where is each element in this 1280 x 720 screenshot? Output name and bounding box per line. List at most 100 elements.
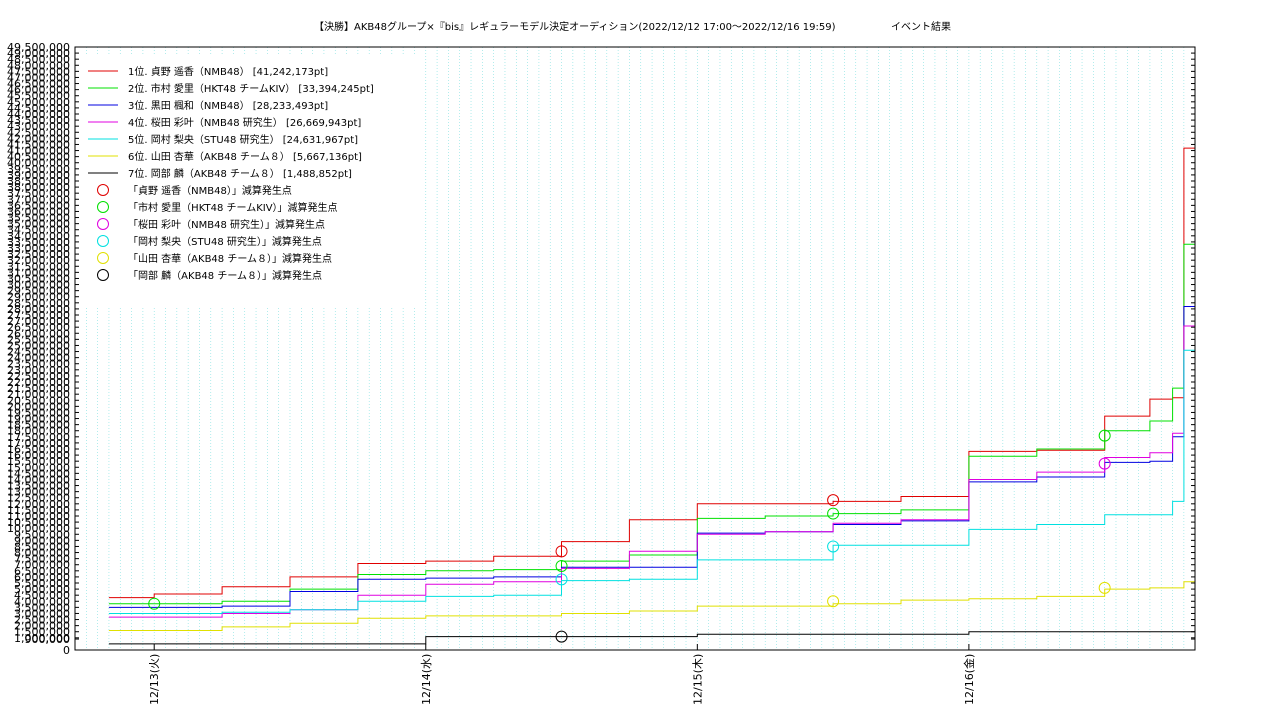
y-tick-label: 25,000,000	[7, 339, 70, 352]
y-tick-label: 9,000,000	[14, 534, 70, 547]
y-tick-label: 33,500,000	[7, 236, 70, 249]
y-tick-label: 9,500,000	[14, 528, 70, 541]
y-tick-label: 7,500,000	[14, 553, 70, 566]
legend-entry-label: 3位. 黒田 楓和（NMB48） [28,233,493pt]	[128, 99, 328, 112]
y-tick-label: 11,500,000	[7, 504, 70, 517]
y-tick-label: 32,000,000	[7, 254, 70, 267]
y-tick-label: 40,500,000	[7, 151, 70, 164]
legend-marker-swatch	[97, 218, 109, 230]
subtraction-marker	[827, 494, 840, 507]
legend-entry-label: 「岡部 麟（AKB48 チーム８）」減算発生点	[128, 269, 322, 282]
legend-entry-label: 1位. 貞野 遥香（NMB48） [41,242,173pt]	[128, 65, 328, 78]
y-tick-label: 31,000,000	[7, 266, 70, 279]
subtraction-marker	[555, 559, 568, 572]
y-tick-label: 22,500,000	[7, 370, 70, 383]
y-tick-label: 48,500,000	[7, 53, 70, 66]
y-tick-label: 12,000,000	[7, 498, 70, 511]
subtraction-marker	[1098, 457, 1111, 470]
legend-entry-label: 「市村 愛里（HKT48 チームKIV）」減算発生点	[128, 201, 338, 214]
x-tick-label: 12/15(木)	[691, 654, 704, 705]
legend-entry-label: 4位. 桜田 彩叶（NMB48 研究生） [26,669,943pt]	[128, 116, 361, 129]
y-tick-label: 20,500,000	[7, 394, 70, 407]
y-tick-label: 15,500,000	[7, 455, 70, 468]
y-tick-label: 2,000,000	[14, 620, 70, 633]
plot-frame	[74, 46, 1196, 651]
y-tick-label: 30,500,000	[7, 272, 70, 285]
subtraction-marker	[148, 597, 161, 610]
chart-title: 【決勝】AKB48グループ×『bis』レギュラーモデル決定オーディション(202…	[314, 20, 836, 33]
subtraction-marker	[1098, 429, 1111, 442]
y-tick-label: 6,500,000	[14, 565, 70, 578]
series-line	[108, 631, 1196, 645]
y-tick-label: 49,500,000	[7, 41, 70, 54]
subtraction-marker	[827, 540, 840, 553]
y-tick-label: 37,000,000	[7, 193, 70, 206]
chart-subtitle: イベント結果	[891, 20, 951, 33]
y-tick-label: 0	[63, 644, 70, 657]
y-tick-label: 24,000,000	[7, 352, 70, 365]
y-tick-label: 45,500,000	[7, 90, 70, 103]
y-tick-label: 23,000,000	[7, 364, 70, 377]
y-tick-label: 28,500,000	[7, 297, 70, 310]
y-tick-label: 22,000,000	[7, 376, 70, 389]
y-tick-label: 5,000,000	[14, 583, 70, 596]
y-tick-label: 41,000,000	[7, 145, 70, 158]
y-axis: 0900,0001,000,0001,500,0002,000,0002,500…	[7, 41, 1195, 657]
y-tick-label: 47,000,000	[7, 71, 70, 84]
marker-layer	[148, 429, 1111, 643]
y-tick-label: 21,000,000	[7, 388, 70, 401]
y-tick-label: 38,500,000	[7, 175, 70, 188]
y-tick-label: 24,500,000	[7, 346, 70, 359]
y-tick-label: 32,500,000	[7, 248, 70, 261]
legend-entry-label: 2位. 市村 愛里（HKT48 チームKIV） [33,394,245pt]	[128, 82, 374, 95]
legend-entry-label: 6位. 山田 杏華（AKB48 チーム８） [5,667,136pt]	[128, 150, 362, 163]
series-line	[108, 581, 1196, 631]
subtraction-marker	[827, 595, 840, 608]
x-tick-label: 12/14(水)	[420, 654, 433, 705]
y-tick-label: 28,000,000	[7, 303, 70, 316]
y-tick-label: 42,500,000	[7, 126, 70, 139]
y-tick-label: 8,000,000	[14, 547, 70, 560]
y-tick-label: 900,000	[25, 633, 71, 646]
legend-entry-label: 5位. 岡村 梨央（STU48 研究生） [24,631,967pt]	[128, 133, 358, 146]
y-tick-label: 14,500,000	[7, 467, 70, 480]
subtraction-marker	[555, 573, 568, 586]
legend-entry-label: 「貞野 遥香（NMB48）」減算発生点	[128, 184, 292, 197]
y-tick-label: 25,500,000	[7, 333, 70, 346]
y-tick-label: 11,000,000	[7, 510, 70, 523]
legend-box	[82, 56, 418, 306]
y-tick-label: 1,500,000	[14, 626, 70, 639]
series-line	[108, 147, 1196, 599]
y-tick-label: 35,000,000	[7, 218, 70, 231]
y-tick-label: 10,000,000	[7, 522, 70, 535]
y-tick-label: 20,000,000	[7, 400, 70, 413]
y-tick-label: 7,000,000	[14, 559, 70, 572]
y-tick-label: 31,500,000	[7, 260, 70, 273]
y-tick-label: 46,000,000	[7, 84, 70, 97]
y-tick-label: 44,000,000	[7, 108, 70, 121]
y-tick-label: 3,500,000	[14, 601, 70, 614]
y-tick-label: 1,000,000	[14, 632, 70, 645]
y-tick-label: 46,500,000	[7, 78, 70, 91]
series-layer	[108, 147, 1196, 645]
y-tick-label: 3,000,000	[14, 607, 70, 620]
legend-marker-swatch	[97, 235, 109, 247]
legend-marker-swatch	[97, 184, 109, 196]
y-tick-label: 35,500,000	[7, 212, 70, 225]
y-tick-label: 29,000,000	[7, 291, 70, 304]
y-tick-label: 17,000,000	[7, 437, 70, 450]
y-tick-label: 42,000,000	[7, 132, 70, 145]
y-tick-label: 21,500,000	[7, 382, 70, 395]
subtraction-marker	[827, 507, 840, 520]
legend-entry-label: 「岡村 梨央（STU48 研究生）」減算発生点	[128, 235, 322, 248]
y-tick-label: 18,500,000	[7, 419, 70, 432]
subtraction-marker	[555, 630, 568, 643]
y-tick-label: 16,500,000	[7, 443, 70, 456]
y-tick-label: 23,500,000	[7, 358, 70, 371]
y-tick-label: 26,000,000	[7, 327, 70, 340]
y-tick-label: 48,000,000	[7, 59, 70, 72]
x-axis: 12/13(火) 12/14(水) 12/15(木) 12/16(金)	[148, 644, 976, 705]
y-tick-label: 4,000,000	[14, 595, 70, 608]
y-tick-label: 43,000,000	[7, 120, 70, 133]
